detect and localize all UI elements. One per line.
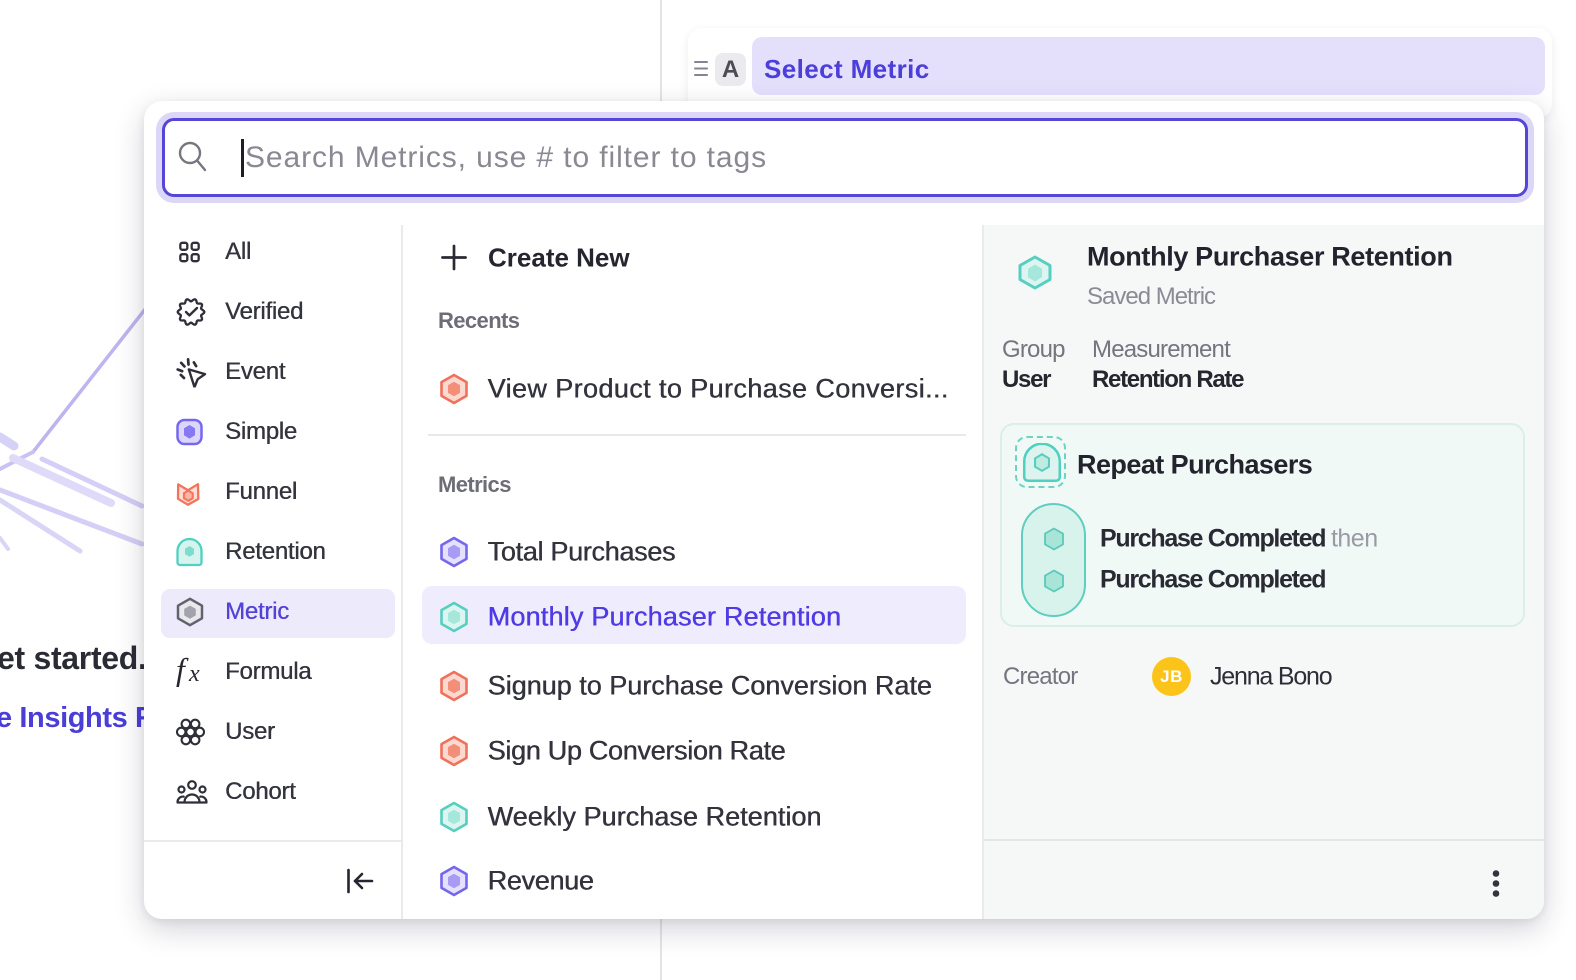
svg-text:f: f xyxy=(176,656,189,687)
svg-text:x: x xyxy=(188,661,200,687)
